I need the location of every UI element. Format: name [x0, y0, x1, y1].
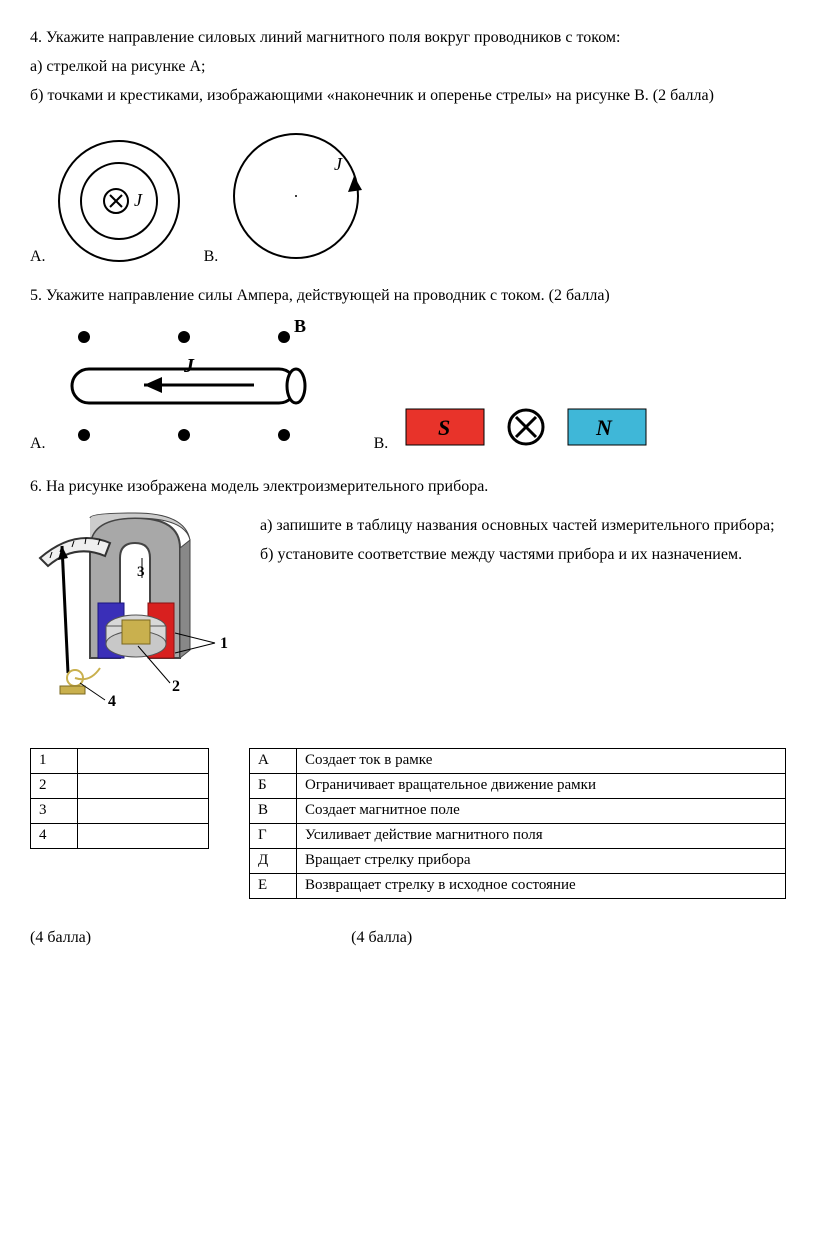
table-row: ГУсиливает действие магнитного поля: [250, 823, 786, 848]
points-row: (4 балла) (4 балла): [30, 929, 786, 947]
cell: [78, 748, 209, 773]
cell: Е: [250, 873, 297, 898]
table-row: ВСоздает магнитное поле: [250, 798, 786, 823]
cell: Усиливает действие магнитного поля: [297, 823, 786, 848]
table-parts: 1 2 3 4: [30, 748, 209, 849]
cell: Создает магнитное поле: [297, 798, 786, 823]
cell: 2: [31, 773, 78, 798]
table-row: 4: [31, 823, 209, 848]
q4-a: а) стрелкой на рисунке А;: [30, 57, 786, 78]
tables-row: 1 2 3 4 АСоздает ток в рамке БОграничива…: [30, 748, 786, 899]
cell: 3: [31, 798, 78, 823]
cell: [78, 773, 209, 798]
cell: Ограничивает вращательное движение рамки: [297, 773, 786, 798]
q6-marker-3: 3: [137, 564, 145, 580]
table-row: 3: [31, 798, 209, 823]
q6-marker-1: 1: [220, 635, 228, 652]
q6-b: б) установите соответствие между частями…: [260, 545, 786, 566]
q6-device-figure: 3 1 2 4: [30, 508, 240, 718]
table-row: ДВращает стрелку прибора: [250, 848, 786, 873]
q6-row: 3 1 2 4 а) запишите в таблицу названия о…: [30, 508, 786, 718]
q6-marker-2: 2: [172, 678, 180, 695]
cell: [78, 798, 209, 823]
q4-figure-a: J: [54, 136, 184, 266]
table-row: БОграничивает вращательное движение рамк…: [250, 773, 786, 798]
q6-marker-4: 4: [108, 693, 116, 710]
table-row: 1: [31, 748, 209, 773]
current-j-label-b: J: [334, 154, 343, 174]
q4-b: б) точками и крестиками, изображающими «…: [30, 86, 786, 107]
cell: Д: [250, 848, 297, 873]
table-row: ЕВозвращает стрелку в исходное состояние: [250, 873, 786, 898]
cell: Создает ток в рамке: [297, 748, 786, 773]
cell: Г: [250, 823, 297, 848]
cell: В: [250, 798, 297, 823]
table-functions: АСоздает ток в рамке БОграничивает враща…: [249, 748, 786, 899]
q4-label-a: А.: [30, 248, 46, 266]
cell: Возвращает стрелку в исходное состояние: [297, 873, 786, 898]
table-row: АСоздает ток в рамке: [250, 748, 786, 773]
q6-a: а) запишите в таблицу названия основных …: [260, 516, 786, 537]
q4-label-b: В.: [204, 248, 219, 266]
magnet-n: N: [595, 415, 613, 440]
q6-title: 6. На рисунке изображена модель электрои…: [30, 477, 786, 498]
cell: Б: [250, 773, 297, 798]
cell: [78, 823, 209, 848]
q4-figures: А. J В. J: [30, 126, 786, 266]
b-vector-label: B⃗: [294, 317, 320, 336]
q5-label-a: А.: [30, 435, 46, 453]
points-a: (4 балла): [30, 929, 91, 947]
q5-figures: А. B⃗ J В. S: [30, 317, 786, 457]
current-j-q5: J: [183, 355, 195, 377]
cell: 1: [31, 748, 78, 773]
q5-figure-b: S N: [396, 397, 676, 457]
q5-title: 5. Укажите направление силы Ампера, дейс…: [30, 286, 786, 307]
current-j-label: J: [134, 190, 143, 210]
q5-figure-a: B⃗ J: [54, 317, 334, 457]
cell: 4: [31, 823, 78, 848]
magnet-s: S: [438, 415, 450, 440]
cell: А: [250, 748, 297, 773]
cell: Вращает стрелку прибора: [297, 848, 786, 873]
q4-title: 4. Укажите направление силовых линий маг…: [30, 28, 786, 49]
table-row: 2: [31, 773, 209, 798]
q5-label-b: В.: [374, 435, 389, 453]
points-b: (4 балла): [351, 929, 412, 947]
q4-figure-b: J: [226, 126, 366, 266]
